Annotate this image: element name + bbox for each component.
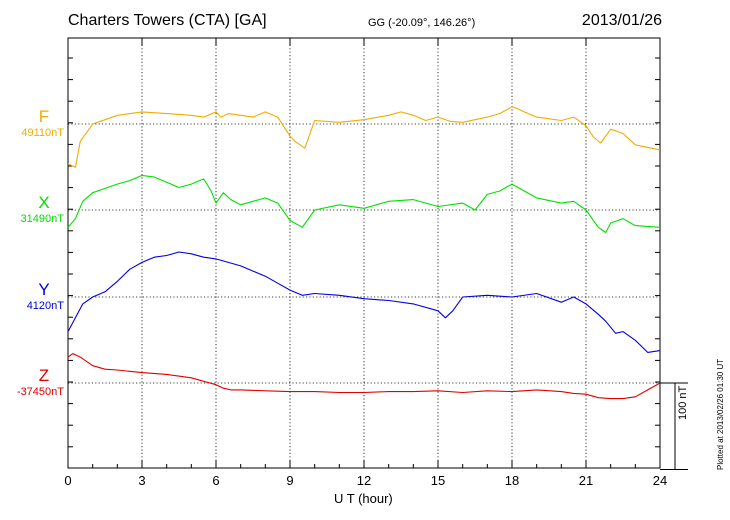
grid-lines (68, 38, 660, 468)
plotted-timestamp: Plotted at 2013/02/26 01:30 UT (716, 358, 725, 470)
x-tick-label-3: 3 (138, 473, 146, 488)
series-line-y (67, 251, 661, 353)
channel-label-z: Z (38, 366, 50, 385)
x-tick-label-18: 18 (504, 473, 520, 488)
series-line-x (67, 174, 661, 234)
chart-title: Charters Towers (CTA) [GA] (68, 12, 267, 29)
series-line-z (67, 353, 661, 400)
x-tick-label-6: 6 (212, 473, 220, 488)
x-tick-label-9: 9 (286, 473, 294, 488)
axis-ticks (67, 38, 661, 468)
chart-coordinates: GG (-20.09°, 146.26°) (368, 17, 476, 29)
x-tick-label-0: 0 (64, 473, 72, 488)
x-tick-label-15: 15 (430, 473, 446, 488)
x-axis-label: U T (hour) (334, 491, 393, 506)
series-lines (67, 106, 661, 400)
series-line-f (67, 106, 661, 168)
channel-label-x: X (38, 193, 50, 212)
chart-date: 2013/01/26 (581, 12, 662, 29)
channel-baseline-f: 49110nT (21, 127, 64, 139)
scale-bar (660, 382, 688, 470)
channel-label-y: Y (38, 280, 50, 299)
x-tick-label-21: 21 (578, 473, 594, 488)
channel-baseline-x: 31490nT (20, 213, 64, 225)
channel-baseline-y: 4120nT (26, 300, 64, 312)
channel-label-f: F (38, 107, 50, 126)
channel-baseline-z: -37450nT (16, 386, 64, 398)
x-tick-label-24: 24 (652, 473, 668, 488)
x-tick-label-12: 12 (356, 473, 372, 488)
scale-bar-label: 100 nT (677, 385, 689, 420)
